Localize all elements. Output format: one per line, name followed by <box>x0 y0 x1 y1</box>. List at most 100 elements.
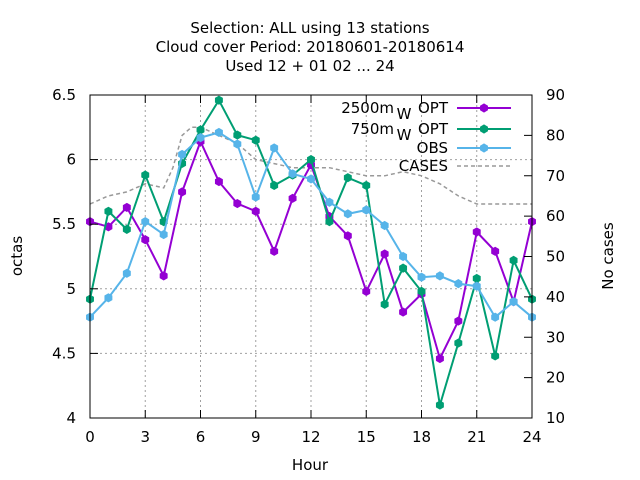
data-point <box>270 143 279 153</box>
data-point <box>417 286 426 296</box>
y2-axis-label: No cases <box>599 222 617 290</box>
data-point <box>325 217 334 227</box>
legend-subscript: W <box>397 126 412 144</box>
data-point <box>380 249 389 259</box>
legend-suffix: OPT <box>418 120 449 138</box>
legend-item: OBS <box>417 139 511 157</box>
y-tick-label: 6 <box>66 151 76 169</box>
data-point <box>362 180 371 191</box>
x-tick-label: 12 <box>301 428 320 446</box>
data-point <box>472 227 481 237</box>
data-point <box>343 209 352 219</box>
legend-item: 750m W OPT <box>351 120 511 144</box>
x-tick-label: 21 <box>467 428 486 446</box>
data-point <box>307 155 315 165</box>
grid <box>90 95 532 418</box>
x-tick-label: 18 <box>412 428 431 446</box>
data-point <box>362 205 371 215</box>
data-point <box>233 130 242 140</box>
data-point <box>141 170 150 180</box>
data-point <box>122 202 131 212</box>
y-tick-label: 5.5 <box>52 215 76 233</box>
data-point <box>343 231 352 241</box>
y2-tick-label: 40 <box>546 288 565 306</box>
title-line-1: Selection: ALL using 13 stations <box>190 19 429 37</box>
data-point <box>288 169 297 179</box>
data-point <box>159 271 168 281</box>
data-point <box>288 193 297 203</box>
x-axis-label: Hour <box>292 456 329 474</box>
data-point <box>399 263 408 273</box>
axis-ticks: 0 3 6 9 12 15 18 21 24 4 4.5 5 5.5 6 6.5 10 20 30 40 50 60 70… <box>52 86 565 446</box>
data-point <box>178 149 187 160</box>
data-point <box>233 198 242 209</box>
data-point <box>454 279 463 289</box>
y2-tick-label: 50 <box>546 248 565 266</box>
x-tick-label: 9 <box>251 428 261 446</box>
data-point <box>196 133 205 143</box>
data-point <box>141 235 150 245</box>
data-point <box>491 312 500 322</box>
y-tick-label: 4.5 <box>52 344 76 362</box>
data-point <box>159 229 168 240</box>
legend-label: OBS <box>417 139 448 157</box>
data-point <box>178 187 187 197</box>
data-point <box>233 139 242 149</box>
data-point <box>104 206 113 216</box>
x-tick-label: 6 <box>196 428 206 446</box>
data-point <box>122 224 131 234</box>
series-750m <box>86 95 536 410</box>
data-point <box>270 246 279 256</box>
y2-tick-label: 90 <box>546 86 565 104</box>
chart-title: Selection: ALL using 13 stations Cloud c… <box>156 19 465 75</box>
legend-item: 2500m W OPT <box>341 99 511 123</box>
y2-tick-label: 30 <box>546 328 565 346</box>
data-point <box>509 297 518 307</box>
series-obs <box>86 127 536 322</box>
x-tick-label: 24 <box>522 428 541 446</box>
x-tick-label: 15 <box>357 428 376 446</box>
y-tick-label: 5 <box>66 280 76 298</box>
legend-marker <box>480 124 488 134</box>
data-point <box>214 127 223 138</box>
x-tick-label: 0 <box>85 428 95 446</box>
legend-item: CASES <box>399 157 511 175</box>
y-tick-label: 6.5 <box>52 86 76 104</box>
y-axis-label: octas <box>8 236 26 276</box>
legend-marker <box>480 143 488 153</box>
legend-label: 2500m <box>341 99 394 117</box>
title-line-2: Cloud cover Period: 20180601-20180614 <box>156 38 465 56</box>
data-point <box>251 192 260 202</box>
data-point <box>399 251 408 262</box>
y2-tick-label: 20 <box>546 369 565 387</box>
legend-subscript: W <box>397 105 412 123</box>
y2-tick-label: 60 <box>546 207 565 225</box>
legend-marker <box>480 103 488 113</box>
data-point <box>251 206 260 216</box>
data-point <box>435 353 444 364</box>
y-tick-label: 4 <box>66 409 76 427</box>
plot-area <box>86 95 536 410</box>
legend-label: 750m <box>351 120 394 138</box>
series-line <box>89 126 532 205</box>
data-point <box>509 255 518 265</box>
data-point <box>141 217 150 227</box>
legend-suffix: OPT <box>418 99 449 117</box>
x-tick-label: 3 <box>140 428 150 446</box>
data-point <box>435 271 444 281</box>
data-point <box>399 307 408 317</box>
data-point <box>362 286 371 296</box>
data-point <box>435 400 444 410</box>
series-cases <box>89 126 532 205</box>
y2-tick-label: 80 <box>546 126 565 144</box>
data-point <box>325 197 334 207</box>
data-point <box>104 293 113 303</box>
y2-tick-label: 10 <box>546 409 565 427</box>
data-point <box>214 176 223 187</box>
data-point <box>214 95 223 105</box>
title-line-3: Used 12 + 01 02 ... 24 <box>225 57 394 75</box>
data-point <box>491 351 500 361</box>
data-point <box>380 299 389 309</box>
